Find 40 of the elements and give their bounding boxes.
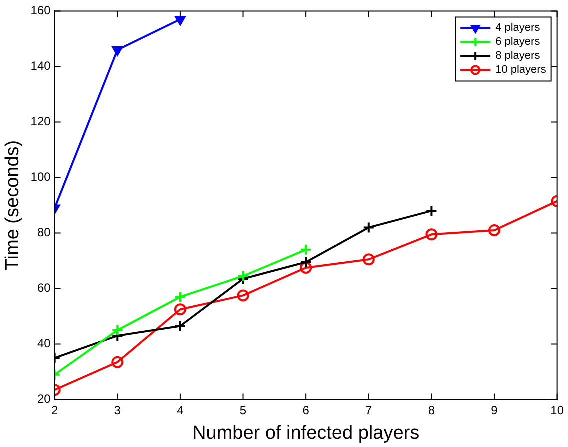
- legend-label: 4 players: [496, 22, 541, 34]
- point: [362, 222, 375, 234]
- legend-label: 6 players: [496, 36, 541, 48]
- point: [237, 290, 250, 302]
- legend-label: 8 players: [496, 50, 541, 62]
- y-tick-label: 100: [30, 170, 52, 184]
- point: [237, 270, 250, 282]
- point: [488, 224, 501, 236]
- y-tick-label: 20: [37, 392, 52, 406]
- point: [426, 228, 438, 241]
- y-tick-label: 140: [30, 59, 52, 74]
- point: [300, 244, 312, 256]
- x-tick-label: 7: [366, 403, 373, 418]
- x-tick-label: 8: [428, 403, 436, 418]
- x-tick-label: 5: [240, 403, 247, 418]
- legend-label: 10 players: [496, 64, 547, 76]
- y-tick-label: 120: [30, 114, 52, 129]
- y-tick-label: 160: [30, 4, 52, 18]
- point: [112, 356, 124, 368]
- point: [174, 291, 186, 304]
- point: [112, 324, 124, 336]
- x-tick-label: 6: [302, 403, 310, 418]
- y-tick-label: 80: [37, 226, 52, 240]
- point: [174, 304, 186, 316]
- point: [174, 320, 186, 332]
- x-tick-label: 3: [114, 403, 122, 418]
- x-axis-title: Number of infected players: [192, 422, 420, 444]
- point: [426, 205, 438, 218]
- y-tick-label: 40: [37, 336, 52, 351]
- x-tick-label: 2: [51, 403, 58, 418]
- x-tick-label: 10: [550, 403, 564, 418]
- y-tick-label: 60: [37, 281, 52, 296]
- x-tick-label: 4: [177, 403, 184, 418]
- point: [300, 262, 312, 274]
- point: [112, 46, 123, 56]
- x-tick-label: 9: [491, 403, 498, 418]
- point: [175, 16, 186, 26]
- point: [300, 256, 312, 268]
- point: [362, 254, 375, 266]
- y-axis-title: Time (seconds): [2, 140, 24, 271]
